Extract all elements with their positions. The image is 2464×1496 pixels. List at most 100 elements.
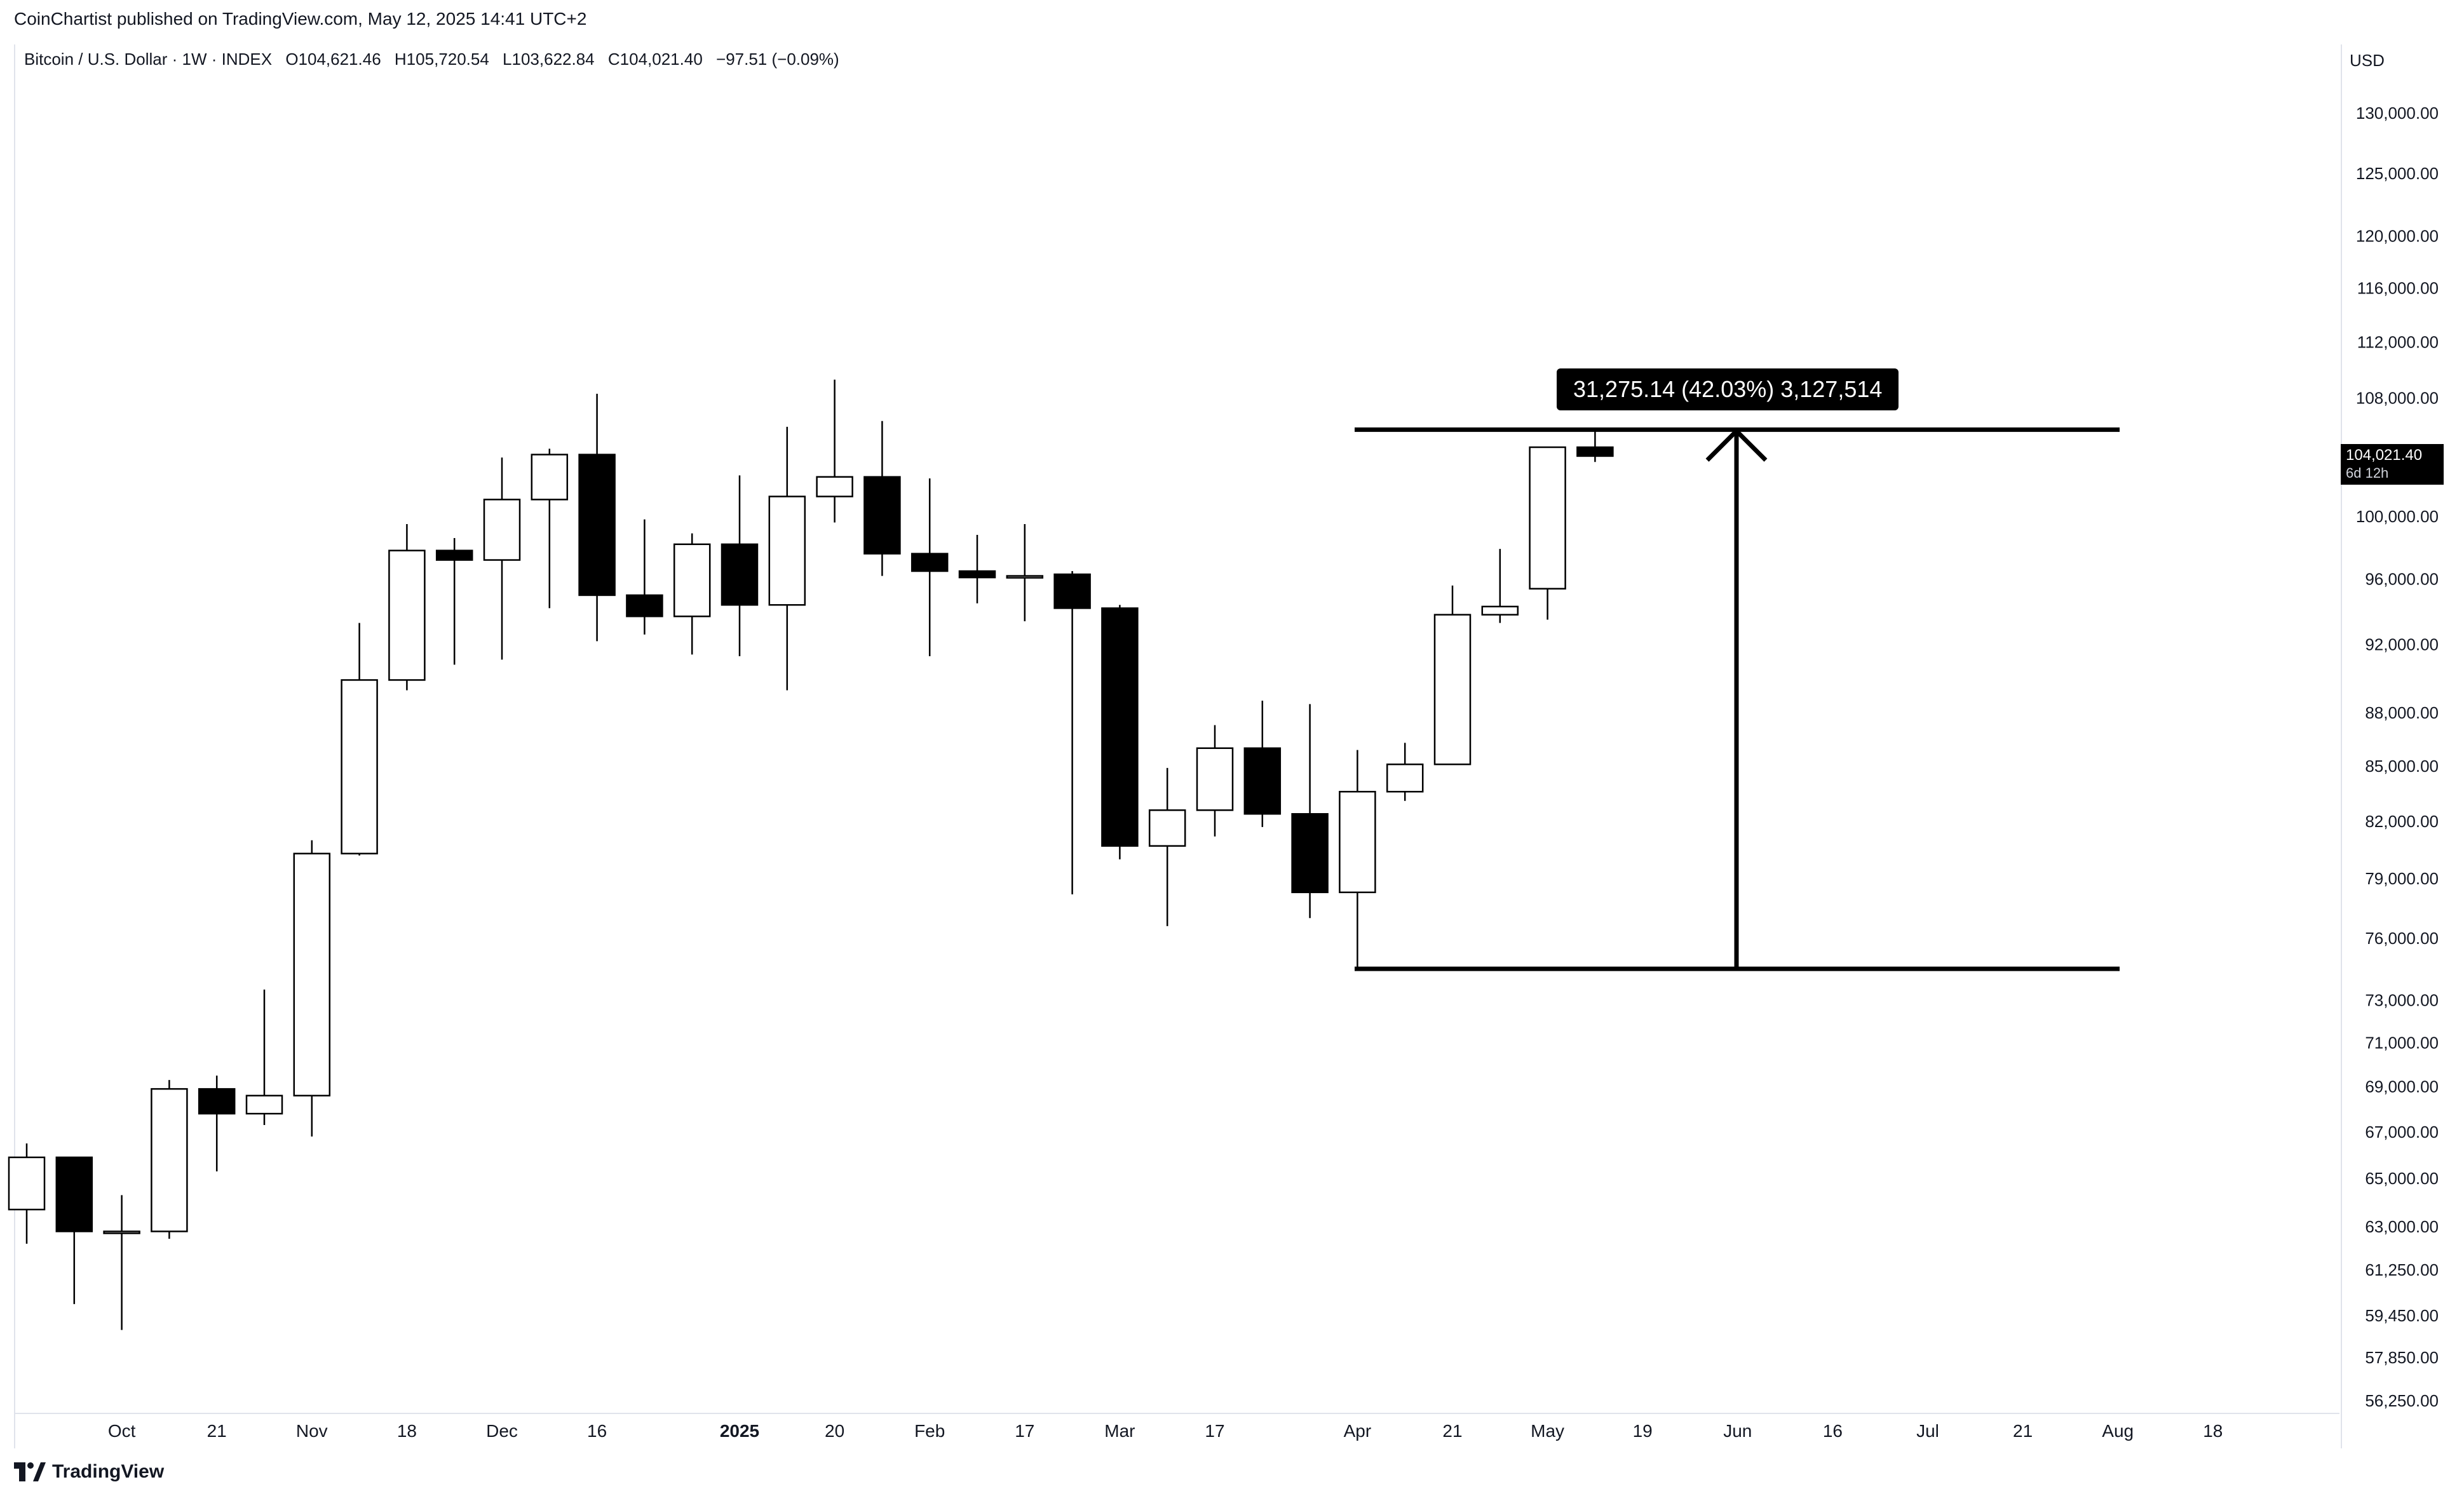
candle-body-15 [721,543,759,606]
x-tick-label-4: Dec [486,1421,518,1441]
symbol-info-line[interactable]: Bitcoin / U.S. Dollar · 1W · INDEX O104,… [24,50,848,69]
candle-body-1 [55,1156,93,1232]
y-tick-label-1: 125,000.00 [2356,164,2439,183]
y-axis-ticks: 130,000.00 125,000.00 120,000.00 116,000.00… [2356,104,2439,1410]
y-tick-label-21: 59,450.00 [2365,1306,2439,1325]
candle-body-28 [1339,790,1376,893]
bar-countdown: 6d 12h [2346,465,2389,482]
y-tick-label-19: 63,000.00 [2365,1217,2439,1236]
measure-label: 31,275.14 (42.03%) 3,127,514 [1557,368,1899,411]
candle-body-20 [958,570,996,579]
candle-body-5 [245,1095,283,1115]
x-tick-label-2: Nov [296,1421,328,1441]
x-tick-label-5: 16 [587,1421,607,1441]
y-tick-label-17: 67,000.00 [2365,1122,2439,1142]
y-tick-label-0: 130,000.00 [2356,104,2439,123]
candle-body-30 [1433,614,1472,765]
x-tick-label-9: 17 [1015,1421,1034,1441]
measure-tool[interactable] [1355,427,2120,971]
y-tick-label-13: 76,000.00 [2365,929,2439,948]
x-axis-ticks: Oct 21 Nov 18 Dec 16 2025 20 Feb 17 Mar 17 Apr 21 May 1… [108,1421,2223,1441]
candle-body-8 [388,549,426,681]
y-tick-label-15: 71,000.00 [2365,1034,2439,1053]
currency-label[interactable]: USD [2350,51,2385,70]
x-tick-label-6: 2025 [720,1421,759,1441]
x-tick-label-17: 16 [1823,1421,1843,1441]
y-tick-label-5: 108,000.00 [2356,389,2439,408]
x-tick-label-8: Feb [914,1421,945,1441]
candle-body-27 [1291,812,1329,893]
candle-body-18 [863,476,901,555]
y-tick-label-6: 100,000.00 [2356,507,2439,526]
ohlc-low: L103,622.84 [503,50,595,69]
candle-body-21 [1006,575,1044,579]
candle-body-23 [1101,607,1139,847]
y-tick-label-16: 69,000.00 [2365,1077,2439,1096]
y-tick-label-7: 96,000.00 [2365,570,2439,589]
y-tick-label-4: 112,000.00 [2357,333,2439,352]
candle-body-12 [578,454,616,596]
candle-body-16 [768,495,806,606]
candle-body-6 [293,852,331,1096]
candle-body-2 [103,1230,140,1234]
y-tick-label-10: 85,000.00 [2365,757,2439,776]
ohlc-high: H105,720.54 [394,50,489,69]
x-tick-label-15: 19 [1633,1421,1653,1441]
x-tick-label-3: 18 [397,1421,417,1441]
tradingview-logo[interactable]: TradingView [14,1461,164,1483]
x-tick-label-11: 17 [1205,1421,1224,1441]
candle-body-31 [1481,605,1519,616]
ohlc-open: O104,621.46 [285,50,381,69]
x-tick-label-7: 20 [825,1421,844,1441]
candle-body-26 [1243,747,1282,815]
candle-body-25 [1196,747,1234,811]
y-tick-label-14: 73,000.00 [2365,990,2439,1009]
candle-body-22 [1053,573,1091,609]
tradingview-logo-icon [14,1462,46,1481]
candle-body-4 [198,1088,236,1115]
candle-body-11 [531,454,569,501]
y-tick-label-11: 82,000.00 [2365,812,2439,831]
y-tick-label-3: 116,000.00 [2357,279,2439,298]
candle-body-19 [910,553,949,572]
x-tick-label-0: Oct [108,1421,136,1441]
x-tick-label-16: Jun [1723,1421,1752,1441]
candle-body-29 [1386,763,1424,793]
y-tick-label-23: 56,250.00 [2365,1391,2439,1410]
candle-body-13 [626,594,663,617]
x-tick-label-10: Mar [1104,1421,1135,1441]
x-tick-label-19: 21 [2013,1421,2033,1441]
y-tick-label-12: 79,000.00 [2365,869,2439,888]
publish-header: CoinChartist published on TradingView.co… [14,9,587,29]
x-tick-label-21: 18 [2203,1421,2223,1441]
candle-body-9 [435,549,473,561]
y-tick-label-22: 57,850.00 [2365,1348,2439,1367]
candle-body-7 [341,679,378,854]
candle-body-32 [1529,446,1566,590]
last-price-tag: 104,021.40 6d 12h [2341,444,2444,485]
candle-body-24 [1148,809,1186,847]
candle-body-33 [1576,446,1614,457]
x-tick-label-12: Apr [1344,1421,1372,1441]
candles [8,379,1614,1330]
y-tick-label-20: 61,250.00 [2365,1260,2439,1279]
candle-body-0 [8,1156,46,1211]
measure-arrow-head [1705,428,1768,462]
y-tick-label-2: 120,000.00 [2356,227,2439,246]
chart-frame [14,44,2342,1448]
candle-body-10 [483,499,521,561]
x-tick-label-18: Jul [1916,1421,1939,1441]
symbol-name[interactable]: Bitcoin / U.S. Dollar · 1W · INDEX [24,50,273,69]
candle-body-17 [816,476,853,497]
y-tick-label-8: 92,000.00 [2365,635,2439,654]
x-tick-label-13: 21 [1442,1421,1462,1441]
ohlc-close: C104,021.40 [607,50,703,69]
x-tick-label-1: 21 [207,1421,227,1441]
candle-body-14 [673,543,711,617]
y-tick-label-9: 88,000.00 [2365,703,2439,722]
last-price-value: 104,021.40 [2346,447,2423,464]
tradingview-brand: TradingView [52,1461,165,1482]
x-tick-label-20: Aug [2102,1421,2134,1441]
x-tick-label-14: May [1531,1421,1564,1441]
